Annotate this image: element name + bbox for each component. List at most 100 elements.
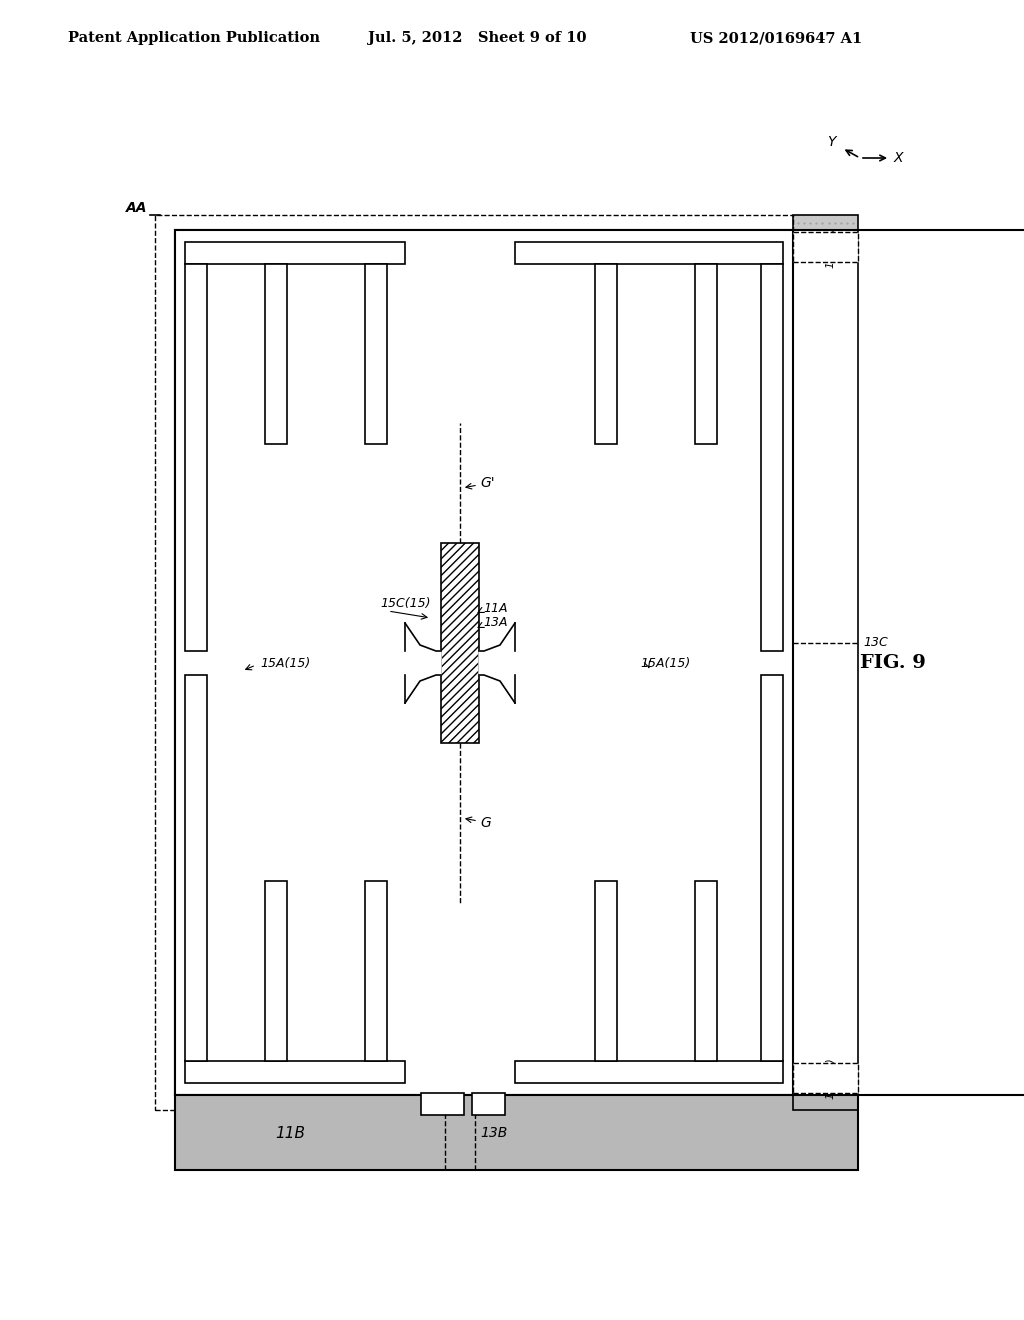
Point	[839, 1069, 855, 1090]
Point	[845, 618, 861, 639]
Point	[808, 911, 824, 932]
Point	[796, 1024, 812, 1045]
Point	[802, 257, 818, 279]
Point	[839, 933, 855, 954]
Point	[833, 325, 849, 346]
Point	[802, 799, 818, 820]
Point	[839, 821, 855, 842]
Point	[839, 978, 855, 999]
Point	[833, 1092, 849, 1113]
Point	[796, 978, 812, 999]
Point	[845, 483, 861, 504]
Point	[808, 416, 824, 437]
Point	[826, 438, 843, 459]
Point	[833, 235, 849, 256]
Bar	[793, 215, 858, 1110]
Point	[839, 325, 855, 346]
Point	[802, 640, 818, 661]
Point	[796, 302, 812, 323]
Point	[839, 843, 855, 865]
Point	[833, 213, 849, 234]
Point	[826, 483, 843, 504]
Point	[826, 416, 843, 437]
Point	[796, 888, 812, 909]
Point	[790, 393, 806, 414]
Point	[814, 325, 830, 346]
Point	[833, 528, 849, 549]
Point	[808, 370, 824, 391]
Point	[814, 640, 830, 661]
Point	[845, 370, 861, 391]
Point	[796, 438, 812, 459]
Point	[833, 347, 849, 368]
Point	[820, 1047, 837, 1068]
Point	[790, 573, 806, 594]
Point	[833, 416, 849, 437]
Point	[802, 1069, 818, 1090]
Point	[802, 573, 818, 594]
Text: AA: AA	[126, 201, 147, 215]
Bar	[793, 215, 858, 1110]
Point	[845, 888, 861, 909]
Bar	[175, 1096, 858, 1170]
Point	[826, 393, 843, 414]
Point	[808, 235, 824, 256]
Point	[845, 1047, 861, 1068]
Bar	[695, 880, 717, 1061]
Point	[790, 776, 806, 797]
Point	[826, 257, 843, 279]
Point	[790, 866, 806, 887]
Bar	[265, 264, 287, 444]
Point	[796, 528, 812, 549]
Point	[802, 843, 818, 865]
Point	[796, 686, 812, 708]
Point	[820, 776, 837, 797]
Point	[839, 528, 855, 549]
Point	[790, 1069, 806, 1090]
Point	[796, 799, 812, 820]
Point	[796, 776, 812, 797]
Point	[820, 911, 837, 932]
Point	[820, 709, 837, 730]
Point	[833, 956, 849, 977]
Point	[839, 370, 855, 391]
Point	[796, 866, 812, 887]
Point	[820, 416, 837, 437]
Point	[808, 709, 824, 730]
Point	[839, 731, 855, 752]
Point	[845, 1092, 861, 1113]
Point	[845, 978, 861, 999]
Point	[814, 393, 830, 414]
Point	[790, 595, 806, 616]
Point	[790, 686, 806, 708]
Point	[820, 347, 837, 368]
Point	[808, 686, 824, 708]
Point	[808, 257, 824, 279]
Point	[820, 663, 837, 684]
Point	[826, 618, 843, 639]
Text: G': G'	[480, 477, 495, 490]
Text: US 2012/0169647 A1: US 2012/0169647 A1	[690, 30, 862, 45]
Point	[839, 799, 855, 820]
Point	[826, 799, 843, 820]
Point	[820, 640, 837, 661]
Point	[845, 280, 861, 301]
Point	[796, 1092, 812, 1113]
Point	[796, 843, 812, 865]
Point	[820, 888, 837, 909]
Point	[839, 709, 855, 730]
Point	[814, 663, 830, 684]
Point	[802, 393, 818, 414]
Point	[826, 461, 843, 482]
Bar	[185, 1061, 406, 1082]
Bar	[365, 880, 387, 1061]
Point	[814, 776, 830, 797]
Text: 15A(15): 15A(15)	[260, 656, 310, 669]
Point	[808, 528, 824, 549]
Point	[833, 776, 849, 797]
Point	[845, 393, 861, 414]
Point	[814, 866, 830, 887]
Point	[808, 438, 824, 459]
Point	[826, 1092, 843, 1113]
Point	[845, 573, 861, 594]
